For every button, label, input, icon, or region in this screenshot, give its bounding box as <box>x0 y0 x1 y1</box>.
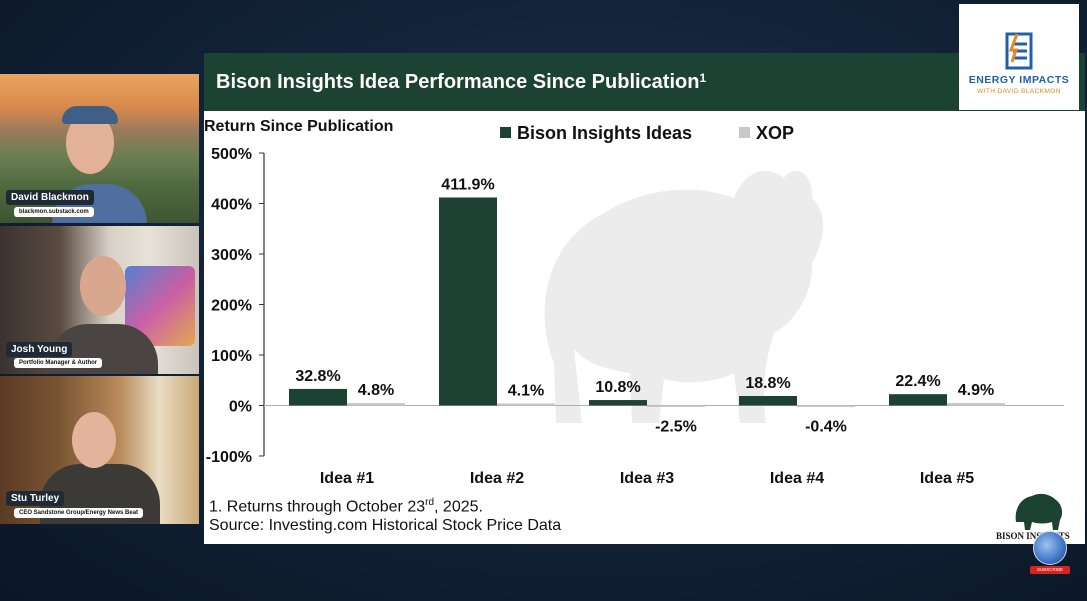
subscribe-button[interactable]: SUBSCRIBE <box>1030 566 1070 574</box>
legend-item-bison: Bison Insights Ideas <box>500 123 692 144</box>
legend-swatch-xop <box>739 127 750 138</box>
legend-label-bison: Bison Insights Ideas <box>517 123 693 143</box>
data-label: 22.4% <box>895 373 940 390</box>
footnote-source: Source: Investing.com Historical Stock P… <box>209 517 562 534</box>
data-label: -0.4% <box>805 419 847 436</box>
x-tick-label: Idea #3 <box>620 470 674 487</box>
data-label: 411.9% <box>441 176 494 193</box>
bar-bison-insights <box>289 388 347 406</box>
x-tick-label: Idea #1 <box>320 470 374 487</box>
data-label: 18.8% <box>745 375 790 392</box>
participant-name: Stu Turley <box>6 491 65 506</box>
person-head <box>80 256 126 316</box>
legend-swatch-bison <box>500 127 511 138</box>
footnote-line1-sup: rd <box>425 497 435 508</box>
bar-xop <box>797 405 855 407</box>
bar-chart: 500% 400% 300% 200% 100% 0% -100% 32.8% 4.8% Idea… <box>206 146 1064 487</box>
slide-title-text: Bison Insights Idea Performance Since Pu… <box>216 71 700 93</box>
y-tick-label: 0% <box>229 399 252 416</box>
participant-subtitle: CEO Sandstone Group/Energy News Beat <box>14 508 144 518</box>
footnote-line1-end: , 2025. <box>434 498 483 516</box>
globe-icon <box>1033 531 1067 565</box>
bar-bison-insights <box>739 396 797 406</box>
participant-subtitle: Portfolio Manager & Author <box>14 358 103 368</box>
participant-name: David Blackmon <box>6 190 94 205</box>
x-tick-label: Idea #2 <box>470 470 524 487</box>
cap-icon <box>62 106 118 124</box>
energy-impacts-e-icon <box>1005 32 1033 70</box>
data-label: 4.1% <box>508 382 544 399</box>
bar-bison-insights <box>439 197 497 406</box>
bar-bison-insights <box>889 394 947 406</box>
energy-impacts-subtitle: WITH DAVID BLACKMON <box>977 88 1061 95</box>
bar-bison-insights <box>589 400 647 406</box>
y-tick-label: 300% <box>211 247 252 264</box>
video-tile-josh-young[interactable]: Josh Young Portfolio Manager & Author <box>0 226 199 374</box>
data-label: 10.8% <box>595 379 640 396</box>
slide-title: Bison Insights Idea Performance Since Pu… <box>216 71 706 94</box>
bison-watermark-icon <box>544 170 823 423</box>
x-tick-label: Idea #5 <box>920 470 974 487</box>
x-tick-label: Idea #4 <box>770 470 824 487</box>
data-label: -2.5% <box>655 419 697 436</box>
video-tile-stu-turley[interactable]: Stu Turley CEO Sandstone Group/Energy Ne… <box>0 376 199 524</box>
bar-xop <box>947 403 1005 406</box>
y-tick-label: 500% <box>211 146 252 163</box>
bar-xop <box>497 403 555 406</box>
legend-label-xop: XOP <box>756 123 795 143</box>
presentation-slide: Bison Insights Idea Performance Since Pu… <box>204 53 1085 544</box>
participant-name: Josh Young <box>6 342 73 357</box>
y-tick-label: 200% <box>211 298 252 315</box>
slide-title-footnote-mark: 1 <box>699 71 707 85</box>
slide-header: Bison Insights Idea Performance Since Pu… <box>204 53 1085 111</box>
footnote-line1-text: 1. Returns through October 23 <box>209 498 426 516</box>
y-tick-label: 400% <box>211 197 252 214</box>
video-tile-david-blackmon[interactable]: David Blackmon blackmon.substack.com <box>0 74 199 223</box>
y-axis-title: Return Since Publication <box>204 118 394 135</box>
data-label: 4.8% <box>358 382 394 399</box>
participant-subtitle: blackmon.substack.com <box>14 207 94 217</box>
y-tick-label: 100% <box>211 348 252 365</box>
energy-impacts-logo: ENERGY IMPACTS WITH DAVID BLACKMON <box>959 4 1079 110</box>
legend-item-xop: XOP <box>739 123 794 144</box>
energy-impacts-title: ENERGY IMPACTS <box>968 74 1070 86</box>
person-head <box>72 412 116 468</box>
bison-insights-logo-icon <box>1015 493 1063 530</box>
bar-xop <box>347 403 405 406</box>
data-label: 4.9% <box>958 382 994 399</box>
footnote-returns-date: 1. Returns through October 23rd, 2025. <box>209 497 483 516</box>
y-tick-label: -100% <box>206 449 252 466</box>
bar-xop <box>647 405 705 407</box>
data-label: 32.8% <box>295 368 340 385</box>
bison-insights-logo-text: BISON INSIGHTS <box>996 531 1070 541</box>
